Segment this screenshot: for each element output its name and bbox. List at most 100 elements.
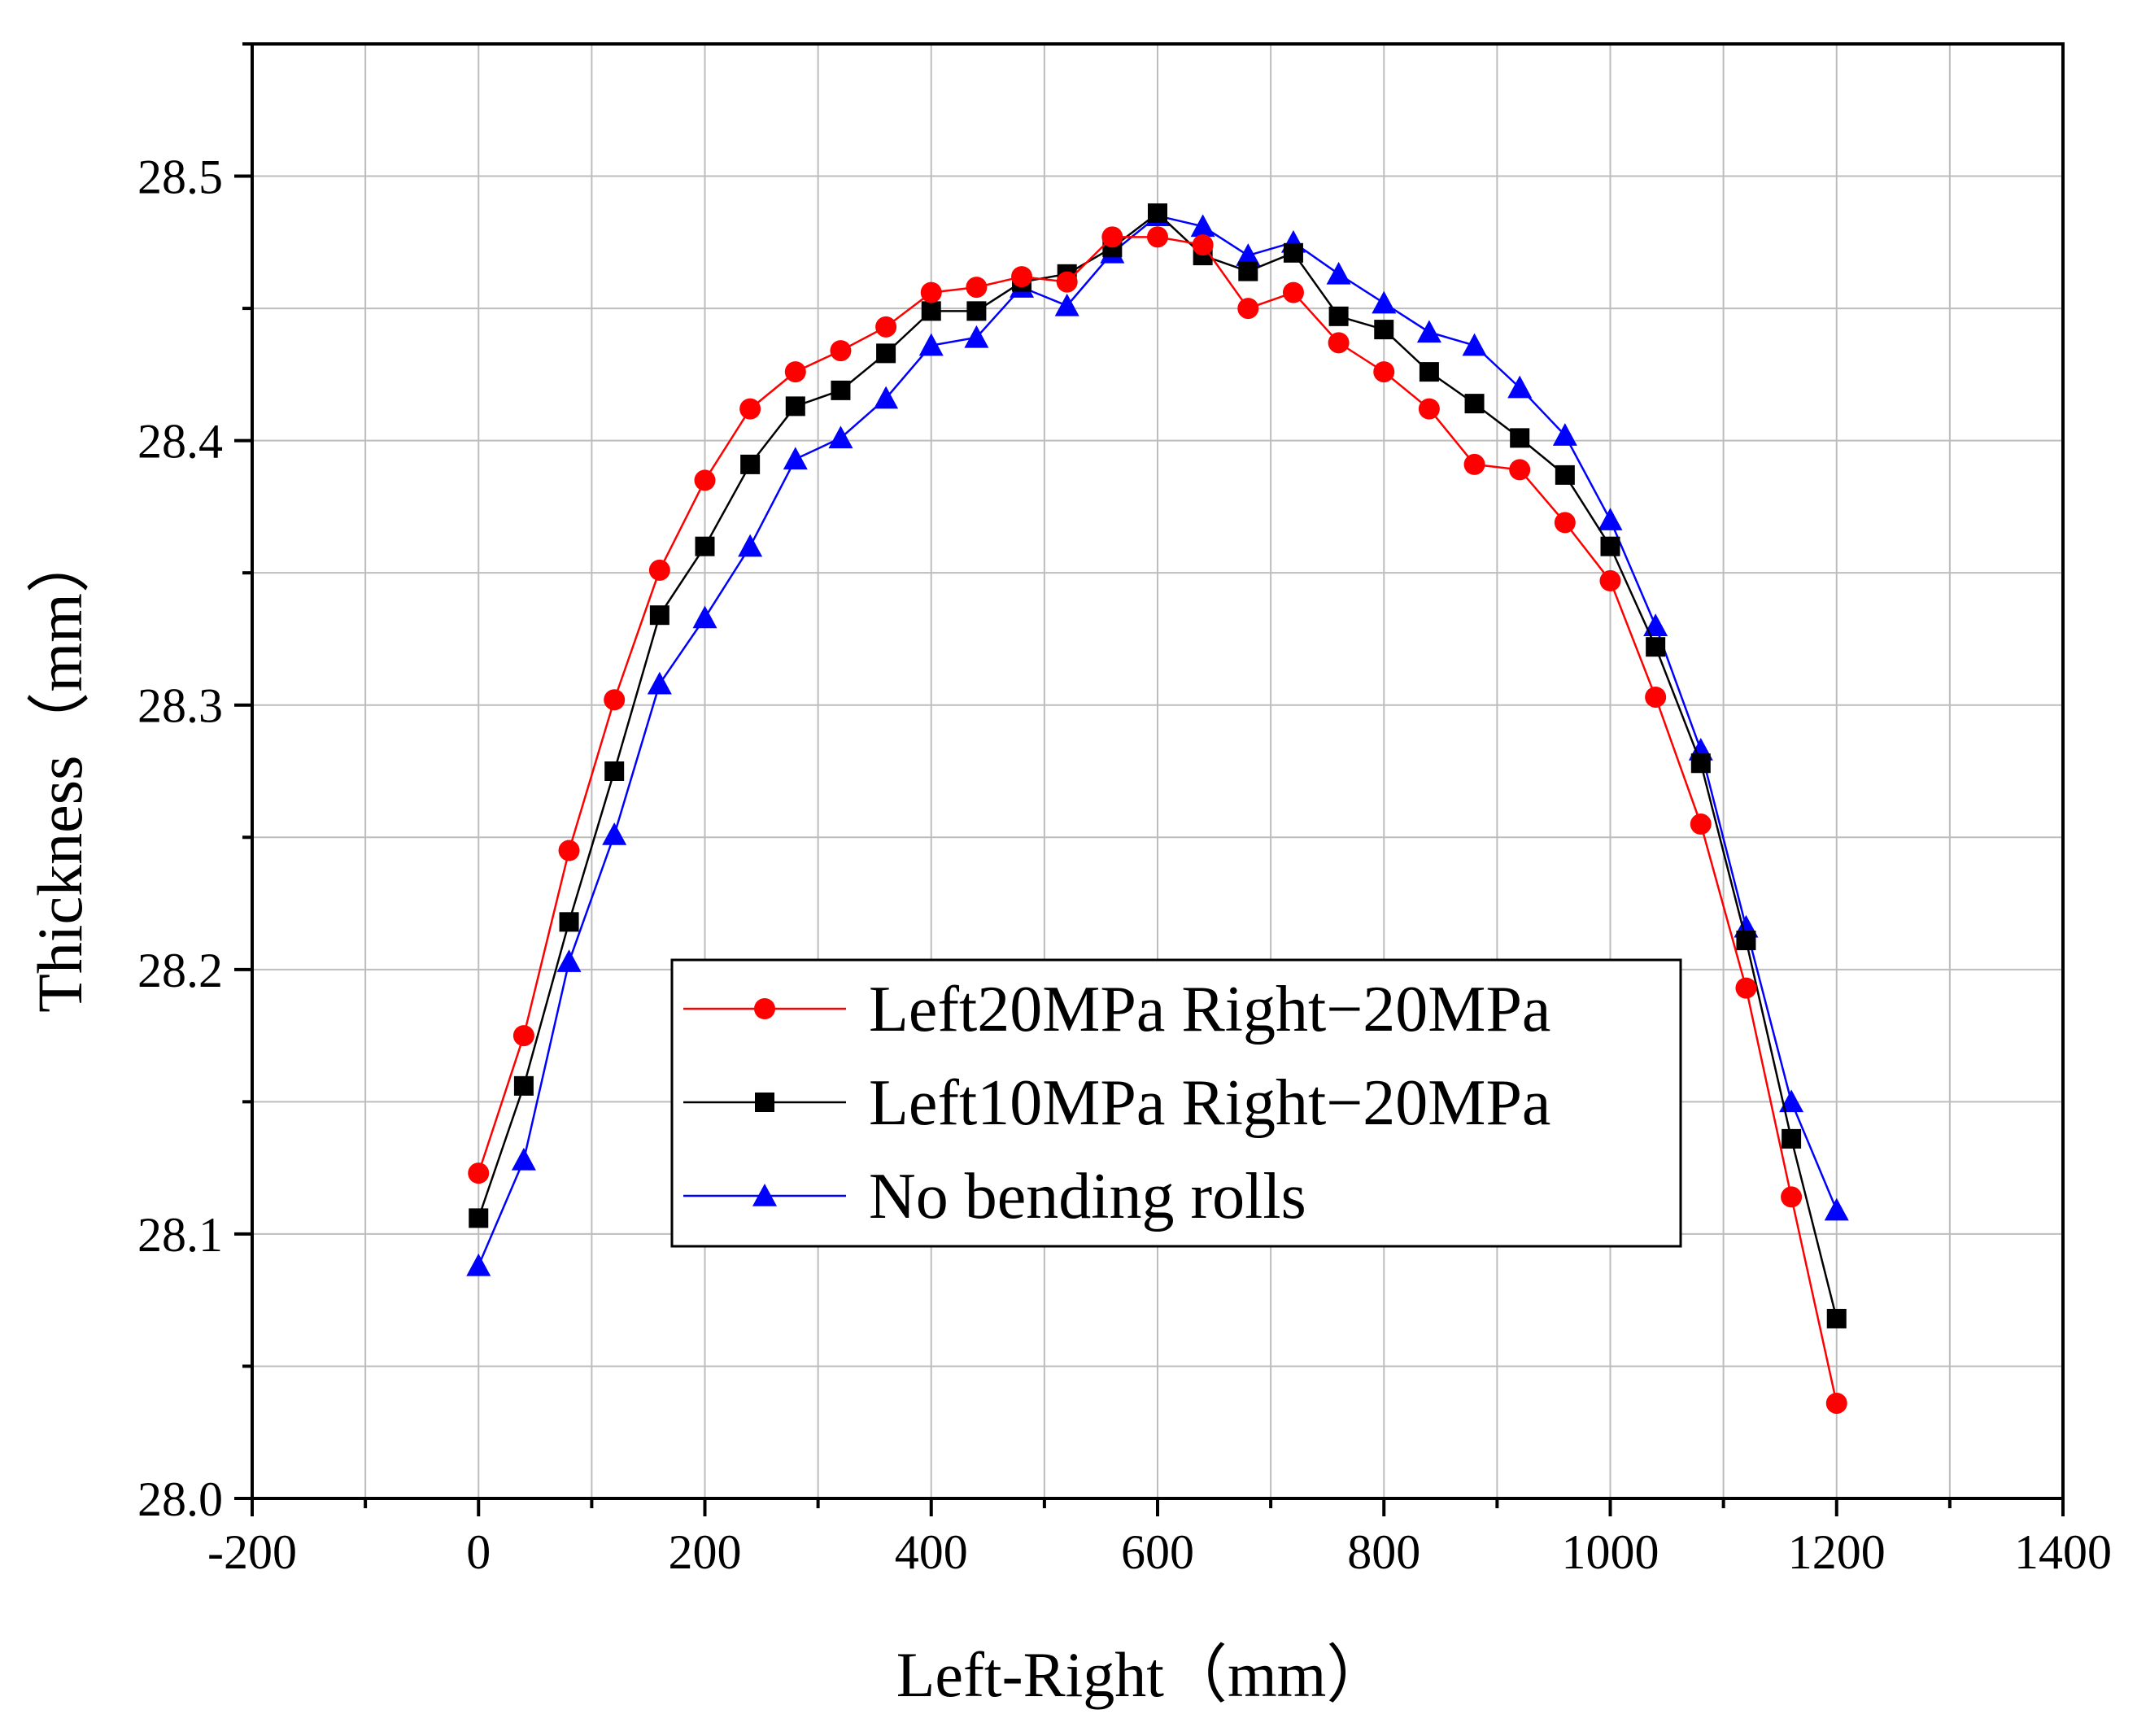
legend: Left20MPa Right−20MPa Left10MPa Right−20M… [670, 958, 1682, 1248]
data-point-triangle [1326, 261, 1351, 285]
data-point-triangle [1462, 333, 1487, 356]
data-point-triangle [1190, 214, 1215, 238]
data-point-square [1782, 1128, 1802, 1149]
data-point-square [559, 912, 579, 932]
x-axis-title: Left-Right（mm） [896, 1639, 1390, 1710]
data-point-circle [1373, 361, 1395, 383]
x-tick-label: -200 [207, 1525, 297, 1579]
data-point-circle [512, 1025, 534, 1047]
data-point-square [604, 761, 625, 781]
data-point-circle [784, 361, 806, 383]
x-tick-label: 1200 [1788, 1525, 1886, 1579]
data-point-square [1419, 362, 1439, 382]
y-tick-label: 28.1 [137, 1208, 223, 1262]
y-axis-title: Thickness（mm） [24, 530, 95, 1013]
data-point-square [785, 396, 805, 417]
data-point-triangle [647, 671, 672, 695]
data-point-circle [648, 559, 670, 581]
data-point-square [831, 380, 851, 400]
data-point-square [966, 301, 987, 321]
data-point-circle [1101, 226, 1123, 248]
data-point-triangle [511, 1147, 536, 1171]
data-point-square [921, 301, 941, 321]
data-point-circle [920, 281, 942, 303]
data-point-square [1555, 465, 1575, 485]
x-tick-label: 800 [1347, 1525, 1420, 1579]
legend-entry: Left10MPa Right−20MPa [683, 1067, 1550, 1139]
data-point-triangle [738, 534, 763, 557]
data-point-square [1826, 1308, 1847, 1328]
data-point-triangle [1598, 508, 1623, 530]
data-point-square [876, 343, 896, 364]
data-point-circle [1011, 266, 1033, 288]
data-point-circle [739, 398, 761, 420]
data-point-circle [1781, 1186, 1803, 1208]
legend-label: Left10MPa Right−20MPa [869, 1067, 1550, 1139]
legend-marker [755, 1093, 774, 1112]
data-point-triangle [1779, 1089, 1804, 1113]
data-point-triangle [556, 949, 582, 972]
data-point-triangle [1643, 613, 1668, 636]
data-point-triangle [1824, 1197, 1849, 1221]
data-point-triangle [1236, 243, 1261, 266]
data-point-triangle [1552, 423, 1577, 446]
data-point-square [649, 605, 669, 626]
data-point-triangle [1507, 375, 1533, 399]
x-tick-label: 1000 [1562, 1525, 1659, 1579]
data-point-square [1736, 931, 1756, 951]
legend-entry: No bending rolls [683, 1161, 1306, 1232]
data-point-circle [1735, 977, 1757, 999]
legend-marker [752, 1184, 777, 1206]
data-point-square [1646, 637, 1666, 657]
data-point-square [469, 1208, 489, 1228]
data-point-square [740, 454, 761, 474]
data-point-triangle [602, 822, 627, 845]
data-point-square [1374, 320, 1394, 340]
data-point-square [695, 536, 715, 556]
x-tick-label: 0 [466, 1525, 491, 1579]
series-circle [468, 226, 1847, 1414]
data-point-circle [1328, 332, 1350, 354]
data-point-circle [830, 340, 852, 362]
x-tick-label: 600 [1121, 1525, 1194, 1579]
data-point-circle [1509, 459, 1531, 481]
data-point-triangle [828, 425, 853, 449]
data-point-circle [1463, 453, 1485, 475]
data-point-square [1690, 753, 1711, 774]
y-tick-label: 28.0 [137, 1472, 223, 1526]
y-tick-label: 28.2 [137, 944, 223, 997]
y-tick-label: 28.3 [137, 679, 223, 733]
data-point-circle [1690, 813, 1712, 835]
data-point-square [1464, 394, 1485, 414]
data-point-circle [1282, 281, 1304, 303]
legend-label: No bending rolls [869, 1161, 1306, 1232]
data-point-triangle [918, 333, 944, 356]
legend-label: Left20MPa Right−20MPa [869, 974, 1550, 1045]
data-point-square [513, 1075, 534, 1096]
axis-ticks: -200 0 200 400 600 800 1000 1200 1400 28.0 28.1 28.… [137, 42, 2112, 1579]
data-point-circle [1554, 512, 1576, 534]
data-point-circle [1418, 398, 1440, 420]
data-point-triangle [466, 1253, 491, 1276]
data-point-square [1600, 536, 1620, 556]
data-point-circle [1825, 1392, 1847, 1414]
y-tick-label: 28.4 [137, 415, 223, 469]
data-point-circle [1645, 686, 1667, 708]
x-tick-label: 200 [669, 1525, 742, 1579]
data-point-circle [1147, 226, 1168, 248]
data-series [466, 203, 1849, 1414]
x-tick-label: 1400 [2014, 1525, 2112, 1579]
data-point-triangle [783, 447, 808, 470]
data-point-circle [1056, 271, 1078, 293]
data-point-triangle [1416, 320, 1441, 343]
data-point-triangle [1054, 293, 1079, 316]
data-point-square [1510, 428, 1530, 448]
data-point-square [1238, 261, 1258, 281]
data-point-circle [1192, 234, 1214, 256]
data-point-circle [966, 277, 988, 299]
series-square [469, 203, 1847, 1328]
data-point-triangle [964, 325, 989, 348]
y-tick-label: 28.5 [137, 150, 223, 204]
